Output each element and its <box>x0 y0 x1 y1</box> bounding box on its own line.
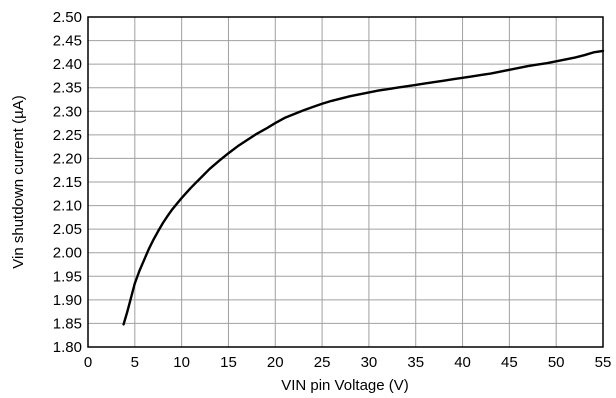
x-tick-label: 20 <box>267 354 284 371</box>
y-tick-label: 2.10 <box>53 198 82 215</box>
y-tick-label: 1.85 <box>53 315 82 332</box>
plot-frame <box>87 16 604 348</box>
y-tick-label: 2.50 <box>53 9 82 26</box>
x-tick-label: 0 <box>84 354 92 371</box>
x-tick-label: 35 <box>407 354 424 371</box>
x-axis-label: VIN pin Voltage (V) <box>281 377 409 394</box>
x-tick-label: 40 <box>454 354 471 371</box>
x-tick-label: 10 <box>173 354 190 371</box>
x-tick-label: 30 <box>361 354 378 371</box>
x-tick-labels: 0 5 10 15 20 25 30 35 40 45 50 55 <box>84 354 612 371</box>
x-tick-label: 45 <box>501 354 518 371</box>
y-tick-label: 1.90 <box>53 292 82 309</box>
y-tick-label: 2.40 <box>53 56 82 73</box>
y-tick-label: 2.45 <box>53 33 82 50</box>
y-tick-labels: 1.80 1.85 1.90 1.95 2.00 2.05 2.10 2.15 2.20 2.25… <box>53 9 82 356</box>
x-tick-label: 25 <box>314 354 331 371</box>
y-tick-label: 1.80 <box>53 339 82 356</box>
y-tick-label: 2.25 <box>53 127 82 144</box>
series-layer <box>122 49 605 326</box>
y-tick-label: 1.95 <box>53 268 82 285</box>
grid-lines <box>88 17 603 347</box>
x-tick-label: 15 <box>220 354 237 371</box>
y-tick-label: 2.15 <box>53 174 82 191</box>
x-tick-label: 50 <box>548 354 565 371</box>
y-tick-label: 2.30 <box>53 103 82 120</box>
y-tick-label: 2.00 <box>53 245 82 262</box>
x-tick-label: 55 <box>595 354 612 371</box>
y-tick-label: 2.05 <box>53 221 82 238</box>
series-line-0 <box>122 49 605 326</box>
x-tick-label: 5 <box>131 354 139 371</box>
y-tick-label: 2.35 <box>53 80 82 97</box>
y-tick-label: 2.20 <box>53 150 82 167</box>
y-axis-label: Vin shutdown current (µA) <box>10 95 27 268</box>
